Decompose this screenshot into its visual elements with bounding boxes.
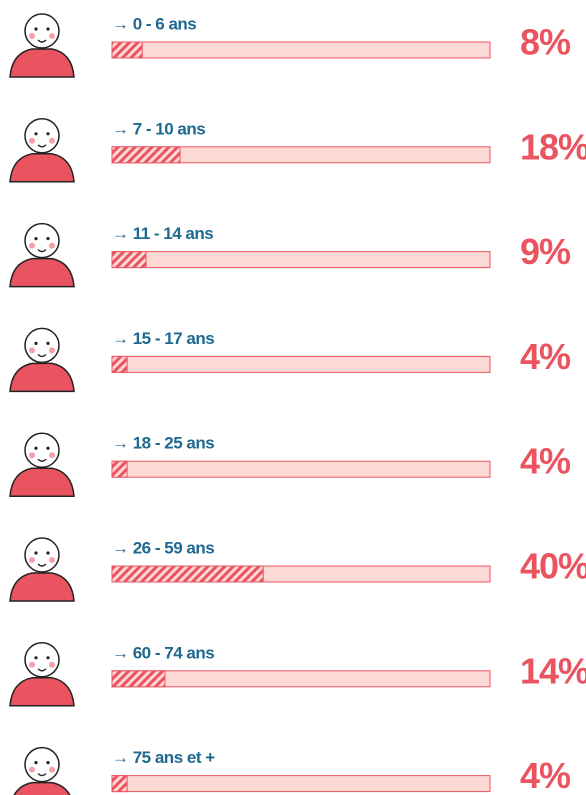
avatar-head <box>25 748 59 782</box>
avatar <box>10 328 74 391</box>
value-label: 40% <box>520 546 586 587</box>
avatar <box>10 14 74 77</box>
bar <box>112 671 165 687</box>
avatar-eye <box>46 656 49 659</box>
category-label: → 75 ans et + <box>112 748 215 767</box>
value-label: 4% <box>520 755 571 795</box>
avatar-eye <box>46 27 49 30</box>
avatar-cheek <box>49 138 55 144</box>
category-label: → 0 - 6 ans <box>112 14 196 33</box>
bar-track <box>112 776 490 792</box>
avatar-cheek <box>29 557 35 563</box>
avatar-eye <box>34 551 37 554</box>
avatar-eye <box>46 342 49 345</box>
bar-track <box>112 252 490 268</box>
value-label: 4% <box>520 336 571 377</box>
value-label: 4% <box>520 441 571 482</box>
avatar-cheek <box>49 452 55 458</box>
avatar <box>10 119 74 182</box>
category-label: → 7 - 10 ans <box>112 119 205 138</box>
avatar-eye <box>46 551 49 554</box>
value-label: 9% <box>520 231 571 272</box>
avatar-eye <box>34 761 37 764</box>
avatar <box>10 224 74 287</box>
chart: → 0 - 6 ans 8% → 7 - 10 ans 18% → 11 - 14 an… <box>0 0 586 795</box>
avatar-eye <box>46 447 49 450</box>
value-label: 8% <box>520 22 571 63</box>
avatar-eye <box>34 656 37 659</box>
avatar-cheek <box>49 767 55 773</box>
avatar <box>10 643 74 706</box>
avatar-body <box>10 678 74 706</box>
avatar-body <box>10 259 74 287</box>
bar <box>112 147 180 163</box>
avatar <box>10 433 74 496</box>
avatar-cheek <box>29 243 35 249</box>
category-label: → 15 - 17 ans <box>112 329 214 348</box>
bar-track <box>112 671 490 687</box>
avatar-body <box>10 783 74 795</box>
bar <box>112 461 127 477</box>
avatar <box>10 748 74 795</box>
avatar-cheek <box>29 138 35 144</box>
category-label: → 18 - 25 ans <box>112 434 214 453</box>
category-label: → 11 - 14 ans <box>112 224 213 243</box>
avatar-cheek <box>49 662 55 668</box>
avatar-head <box>25 328 59 362</box>
category-label: → 60 - 74 ans <box>112 643 214 662</box>
avatar-eye <box>34 447 37 450</box>
avatar-head <box>25 119 59 153</box>
avatar-eye <box>34 342 37 345</box>
bar <box>112 252 146 268</box>
avatar-body <box>10 154 74 182</box>
bar <box>112 776 127 792</box>
avatar-cheek <box>49 557 55 563</box>
avatar-body <box>10 468 74 496</box>
category-label: → 26 - 59 ans <box>112 538 214 557</box>
avatar-body <box>10 49 74 77</box>
avatar-cheek <box>29 662 35 668</box>
avatar-eye <box>34 237 37 240</box>
avatar-head <box>25 433 59 467</box>
avatar-cheek <box>49 243 55 249</box>
avatar-head <box>25 224 59 258</box>
avatar-body <box>10 573 74 601</box>
value-label: 14% <box>520 650 586 691</box>
avatar-eye <box>34 27 37 30</box>
avatar-cheek <box>49 33 55 39</box>
bar <box>112 566 263 582</box>
avatar-cheek <box>29 33 35 39</box>
avatar-head <box>25 538 59 572</box>
bar-track <box>112 461 490 477</box>
avatar-eye <box>46 761 49 764</box>
avatar-head <box>25 14 59 48</box>
avatar-head <box>25 643 59 677</box>
avatar-cheek <box>29 452 35 458</box>
avatar-eye <box>46 132 49 135</box>
avatar-body <box>10 363 74 391</box>
avatar-cheek <box>29 767 35 773</box>
bar-track <box>112 356 490 372</box>
bar <box>112 356 127 372</box>
value-label: 18% <box>520 126 586 167</box>
avatar-eye <box>34 132 37 135</box>
avatar <box>10 538 74 601</box>
bar-track <box>112 42 490 58</box>
avatar-eye <box>46 237 49 240</box>
avatar-cheek <box>29 347 35 353</box>
avatar-cheek <box>49 347 55 353</box>
bar <box>112 42 142 58</box>
